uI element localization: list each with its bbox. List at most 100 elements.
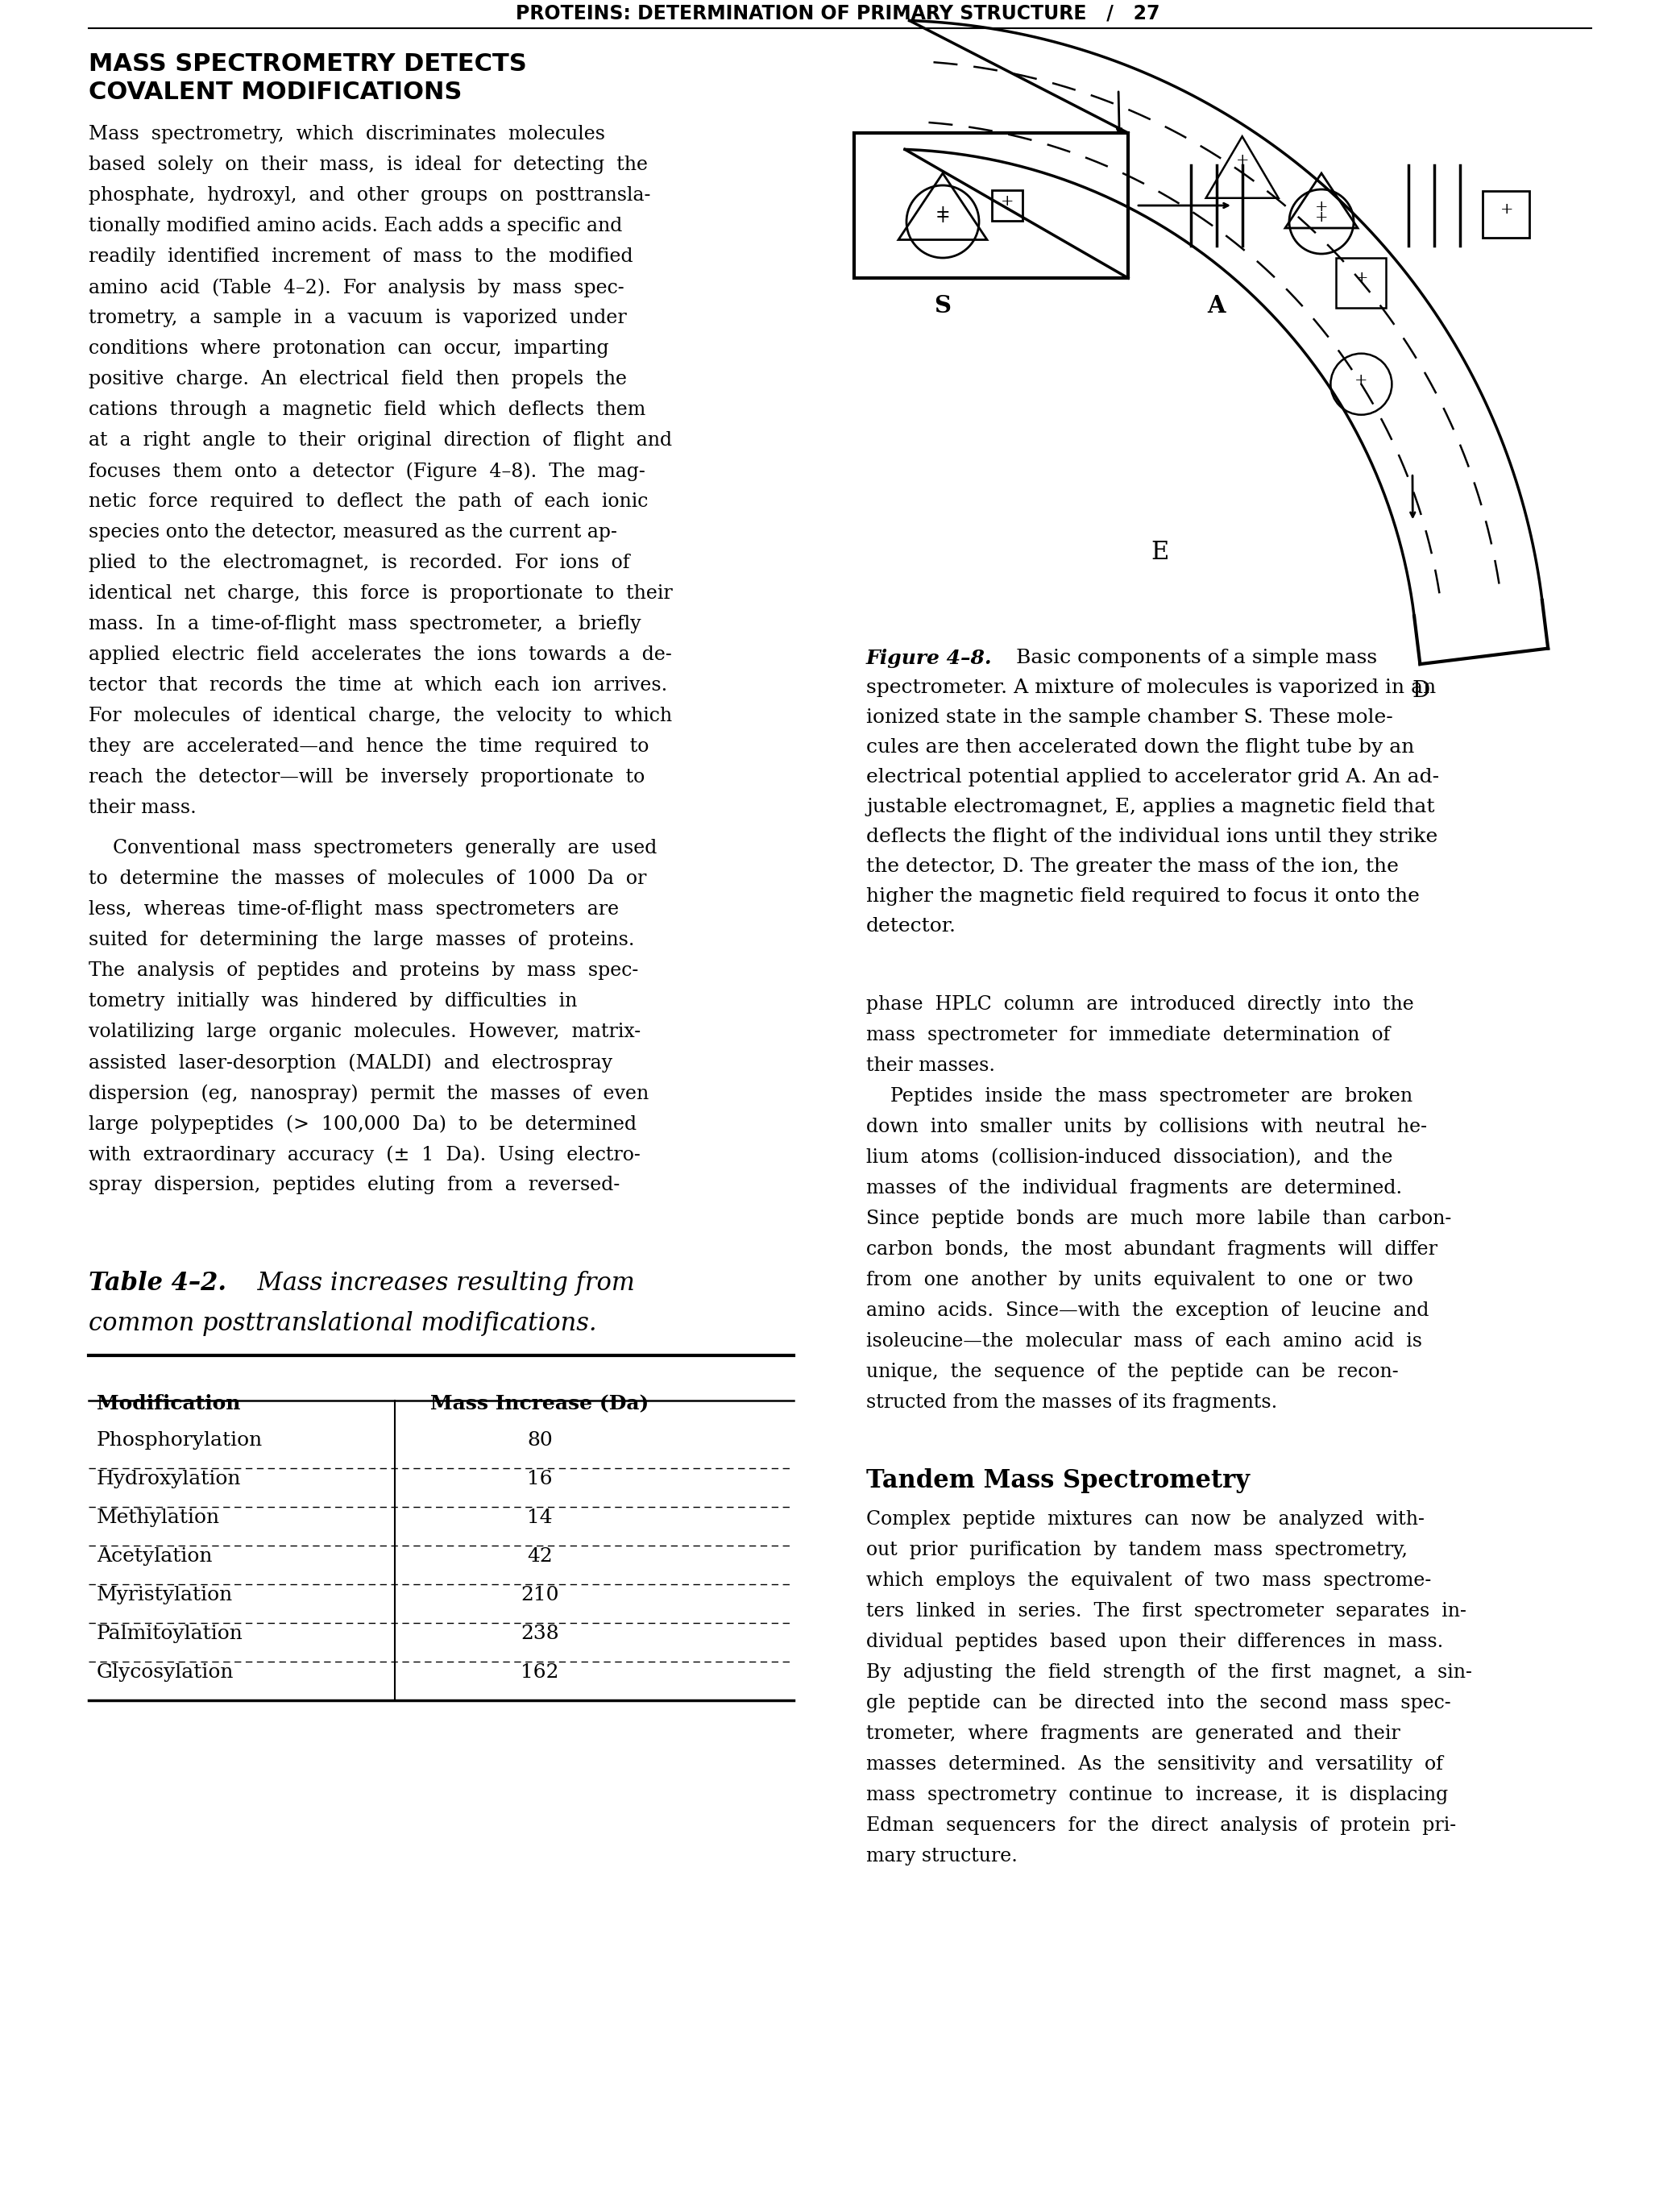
Text: applied  electric  field  accelerates  the  ions  towards  a  de-: applied electric field accelerates the i… [89,646,672,664]
Text: based  solely  on  their  mass,  is  ideal  for  detecting  the: based solely on their mass, is ideal for… [89,155,648,175]
Text: tionally modified amino acids. Each adds a specific and: tionally modified amino acids. Each adds… [89,217,622,234]
Text: ionized state in the sample chamber S. These mole-: ionized state in the sample chamber S. T… [867,708,1393,728]
Text: conditions  where  protonation  can  occur,  imparting: conditions where protonation can occur, … [89,338,608,358]
Text: gle  peptide  can  be  directed  into  the  second  mass  spec-: gle peptide can be directed into the sec… [867,1694,1452,1712]
Text: structed from the masses of its fragments.: structed from the masses of its fragment… [867,1394,1277,1411]
Text: phosphate,  hydroxyl,  and  other  groups  on  posttransla-: phosphate, hydroxyl, and other groups on… [89,186,650,206]
Text: Acetylation: Acetylation [97,1546,212,1566]
Text: volatilizing  large  organic  molecules.  However,  matrix-: volatilizing large organic molecules. Ho… [89,1022,640,1042]
Bar [991,190,1023,221]
Text: 238: 238 [521,1624,559,1644]
Text: 42: 42 [528,1546,553,1566]
Text: large  polypeptides  (>  100,000  Da)  to  be  determined: large polypeptides (> 100,000 Da) to be … [89,1115,637,1133]
Text: COVALENT MODIFICATIONS: COVALENT MODIFICATIONS [89,80,462,104]
Text: phase  HPLC  column  are  introduced  directly  into  the: phase HPLC column are introduced directl… [867,995,1415,1013]
Text: 80: 80 [528,1431,553,1449]
Text: Modification: Modification [97,1394,240,1413]
Text: tometry  initially  was  hindered  by  difficulties  in: tometry initially was hindered by diffic… [89,991,578,1011]
Text: readily  identified  increment  of  mass  to  the  modified: readily identified increment of mass to … [89,248,633,265]
Text: which  employs  the  equivalent  of  two  mass  spectrome-: which employs the equivalent of two mass… [867,1571,1431,1590]
Text: identical  net  charge,  this  force  is  proportionate  to  their: identical net charge, this force is prop… [89,584,672,602]
Text: suited  for  determining  the  large  masses  of  proteins.: suited for determining the large masses … [89,931,635,949]
Text: Table 4–2.: Table 4–2. [89,1270,227,1296]
Text: their masses.: their masses. [867,1057,995,1075]
Text: assisted  laser-desorption  (MALDI)  and  electrospray: assisted laser-desorption (MALDI) and el… [89,1053,613,1073]
Text: they  are  accelerated—and  hence  the  time  required  to: they are accelerated—and hence the time … [89,737,648,757]
Text: Since  peptide  bonds  are  much  more  labile  than  carbon-: Since peptide bonds are much more labile… [867,1210,1452,1228]
Text: mary structure.: mary structure. [867,1847,1018,1865]
Text: to  determine  the  masses  of  molecules  of  1000  Da  or: to determine the masses of molecules of … [89,869,647,887]
Text: cules are then accelerated down the flight tube by an: cules are then accelerated down the flig… [867,739,1415,757]
Text: A: A [1208,294,1226,319]
Text: +: + [1001,195,1013,208]
Text: netic  force  required  to  deflect  the  path  of  each  ionic: netic force required to deflect the path… [89,493,648,511]
Text: mass  spectrometer  for  immediate  determination  of: mass spectrometer for immediate determin… [867,1026,1389,1044]
Text: Peptides  inside  the  mass  spectrometer  are  broken: Peptides inside the mass spectrometer ar… [867,1086,1413,1106]
Text: Mass increases resulting from: Mass increases resulting from [242,1270,635,1296]
Text: down  into  smaller  units  by  collisions  with  neutral  he-: down into smaller units by collisions wi… [867,1117,1426,1137]
Bar [1482,190,1529,237]
Text: electrical potential applied to accelerator grid A. An ad-: electrical potential applied to accelera… [867,768,1440,787]
Text: reach  the  detector—will  be  inversely  proportionate  to: reach the detector—will be inversely pro… [89,768,645,787]
Text: deflects the flight of the individual ions until they strike: deflects the flight of the individual io… [867,827,1438,847]
Bar [1336,259,1386,307]
Text: Complex  peptide  mixtures  can  now  be  analyzed  with-: Complex peptide mixtures can now be anal… [867,1511,1425,1528]
Text: 210: 210 [521,1586,559,1604]
Text: isoleucine—the  molecular  mass  of  each  amino  acid  is: isoleucine—the molecular mass of each am… [867,1332,1423,1352]
Text: out  prior  purification  by  tandem  mass  spectrometry,: out prior purification by tandem mass sp… [867,1542,1408,1559]
Text: trometer,  where  fragments  are  generated  and  their: trometer, where fragments are generated … [867,1725,1399,1743]
Text: The  analysis  of  peptides  and  proteins  by  mass  spec-: The analysis of peptides and proteins by… [89,962,638,980]
Text: cations  through  a  magnetic  field  which  deflects  them: cations through a magnetic field which d… [89,400,645,418]
Text: MASS SPECTROMETRY DETECTS: MASS SPECTROMETRY DETECTS [89,53,528,75]
Text: at  a  right  angle  to  their  original  direction  of  flight  and: at a right angle to their original direc… [89,431,672,449]
Text: Phosphorylation: Phosphorylation [97,1431,262,1449]
Text: 16: 16 [528,1469,553,1489]
Text: trometry,  a  sample  in  a  vacuum  is  vaporized  under: trometry, a sample in a vacuum is vapori… [89,310,627,327]
Text: +: + [936,204,951,221]
Text: mass.  In  a  time-of-flight  mass  spectrometer,  a  briefly: mass. In a time-of-flight mass spectrome… [89,615,642,633]
Text: positive  charge.  An  electrical  field  then  propels  the: positive charge. An electrical field the… [89,369,627,389]
Text: unique,  the  sequence  of  the  peptide  can  be  recon-: unique, the sequence of the peptide can … [867,1363,1398,1380]
Text: the detector, D. The greater the mass of the ion, the: the detector, D. The greater the mass of… [867,858,1399,876]
Text: dividual  peptides  based  upon  their  differences  in  mass.: dividual peptides based upon their diffe… [867,1632,1443,1650]
Text: +: + [1356,270,1368,285]
Text: Basic components of a simple mass: Basic components of a simple mass [1003,648,1378,668]
Text: +: + [1235,153,1248,168]
Text: Conventional  mass  spectrometers  generally  are  used: Conventional mass spectrometers generall… [89,838,657,858]
Text: their mass.: their mass. [89,799,197,816]
Text: Hydroxylation: Hydroxylation [97,1469,242,1489]
Text: Glycosylation: Glycosylation [97,1663,234,1681]
Text: 162: 162 [521,1663,559,1681]
Text: Myristylation: Myristylation [97,1586,234,1604]
Text: mass  spectrometry  continue  to  increase,  it  is  displacing: mass spectrometry continue to increase, … [867,1785,1448,1805]
Bar [853,133,1127,279]
Text: By  adjusting  the  field  strength  of  the  first  magnet,  a  sin-: By adjusting the field strength of the f… [867,1663,1472,1681]
Text: +: + [1500,201,1514,217]
Text: less,  whereas  time-of-flight  mass  spectrometers  are: less, whereas time-of-flight mass spectr… [89,900,618,918]
Text: lium  atoms  (collision-induced  dissociation),  and  the: lium atoms (collision-induced dissociati… [867,1148,1393,1168]
Text: from  one  another  by  units  equivalent  to  one  or  two: from one another by units equivalent to … [867,1270,1413,1290]
Text: masses  determined.  As  the  sensitivity  and  versatility  of: masses determined. As the sensitivity an… [867,1754,1443,1774]
Text: dispersion  (eg,  nanospray)  permit  the  masses  of  even: dispersion (eg, nanospray) permit the ma… [89,1084,648,1104]
Text: justable electromagnet, E, applies a magnetic field that: justable electromagnet, E, applies a mag… [867,799,1435,816]
Text: +: + [1354,374,1368,387]
Text: spray  dispersion,  peptides  eluting  from  a  reversed-: spray dispersion, peptides eluting from … [89,1177,620,1194]
Text: tector  that  records  the  time  at  which  each  ion  arrives.: tector that records the time at which ea… [89,677,667,695]
Text: Mass Increase (Da): Mass Increase (Da) [430,1394,648,1413]
Text: species onto the detector, measured as the current ap-: species onto the detector, measured as t… [89,522,617,542]
Text: D: D [1411,681,1430,701]
Text: higher the magnetic field required to focus it onto the: higher the magnetic field required to fo… [867,887,1420,905]
Text: plied  to  the  electromagnet,  is  recorded.  For  ions  of: plied to the electromagnet, is recorded.… [89,553,630,573]
Text: ters  linked  in  series.  The  first  spectrometer  separates  in-: ters linked in series. The first spectro… [867,1601,1467,1621]
Text: Methylation: Methylation [97,1509,220,1526]
Text: with  extraordinary  accuracy  (±  1  Da).  Using  electro-: with extraordinary accuracy (± 1 Da). Us… [89,1146,640,1164]
Text: +: + [936,208,951,226]
Text: amino  acids.  Since—with  the  exception  of  leucine  and: amino acids. Since—with the exception of… [867,1301,1430,1321]
Text: Edman  sequencers  for  the  direct  analysis  of  protein  pri-: Edman sequencers for the direct analysis… [867,1816,1457,1836]
Text: focuses  them  onto  a  detector  (Figure  4–8).  The  mag-: focuses them onto a detector (Figure 4–8… [89,462,645,480]
Text: Palmitoylation: Palmitoylation [97,1624,244,1644]
Text: masses  of  the  individual  fragments  are  determined.: masses of the individual fragments are d… [867,1179,1403,1197]
Text: Figure 4–8.: Figure 4–8. [867,648,993,668]
Text: carbon  bonds,  the  most  abundant  fragments  will  differ: carbon bonds, the most abundant fragment… [867,1241,1438,1259]
Text: Mass  spectrometry,  which  discriminates  molecules: Mass spectrometry, which discriminates m… [89,124,605,144]
